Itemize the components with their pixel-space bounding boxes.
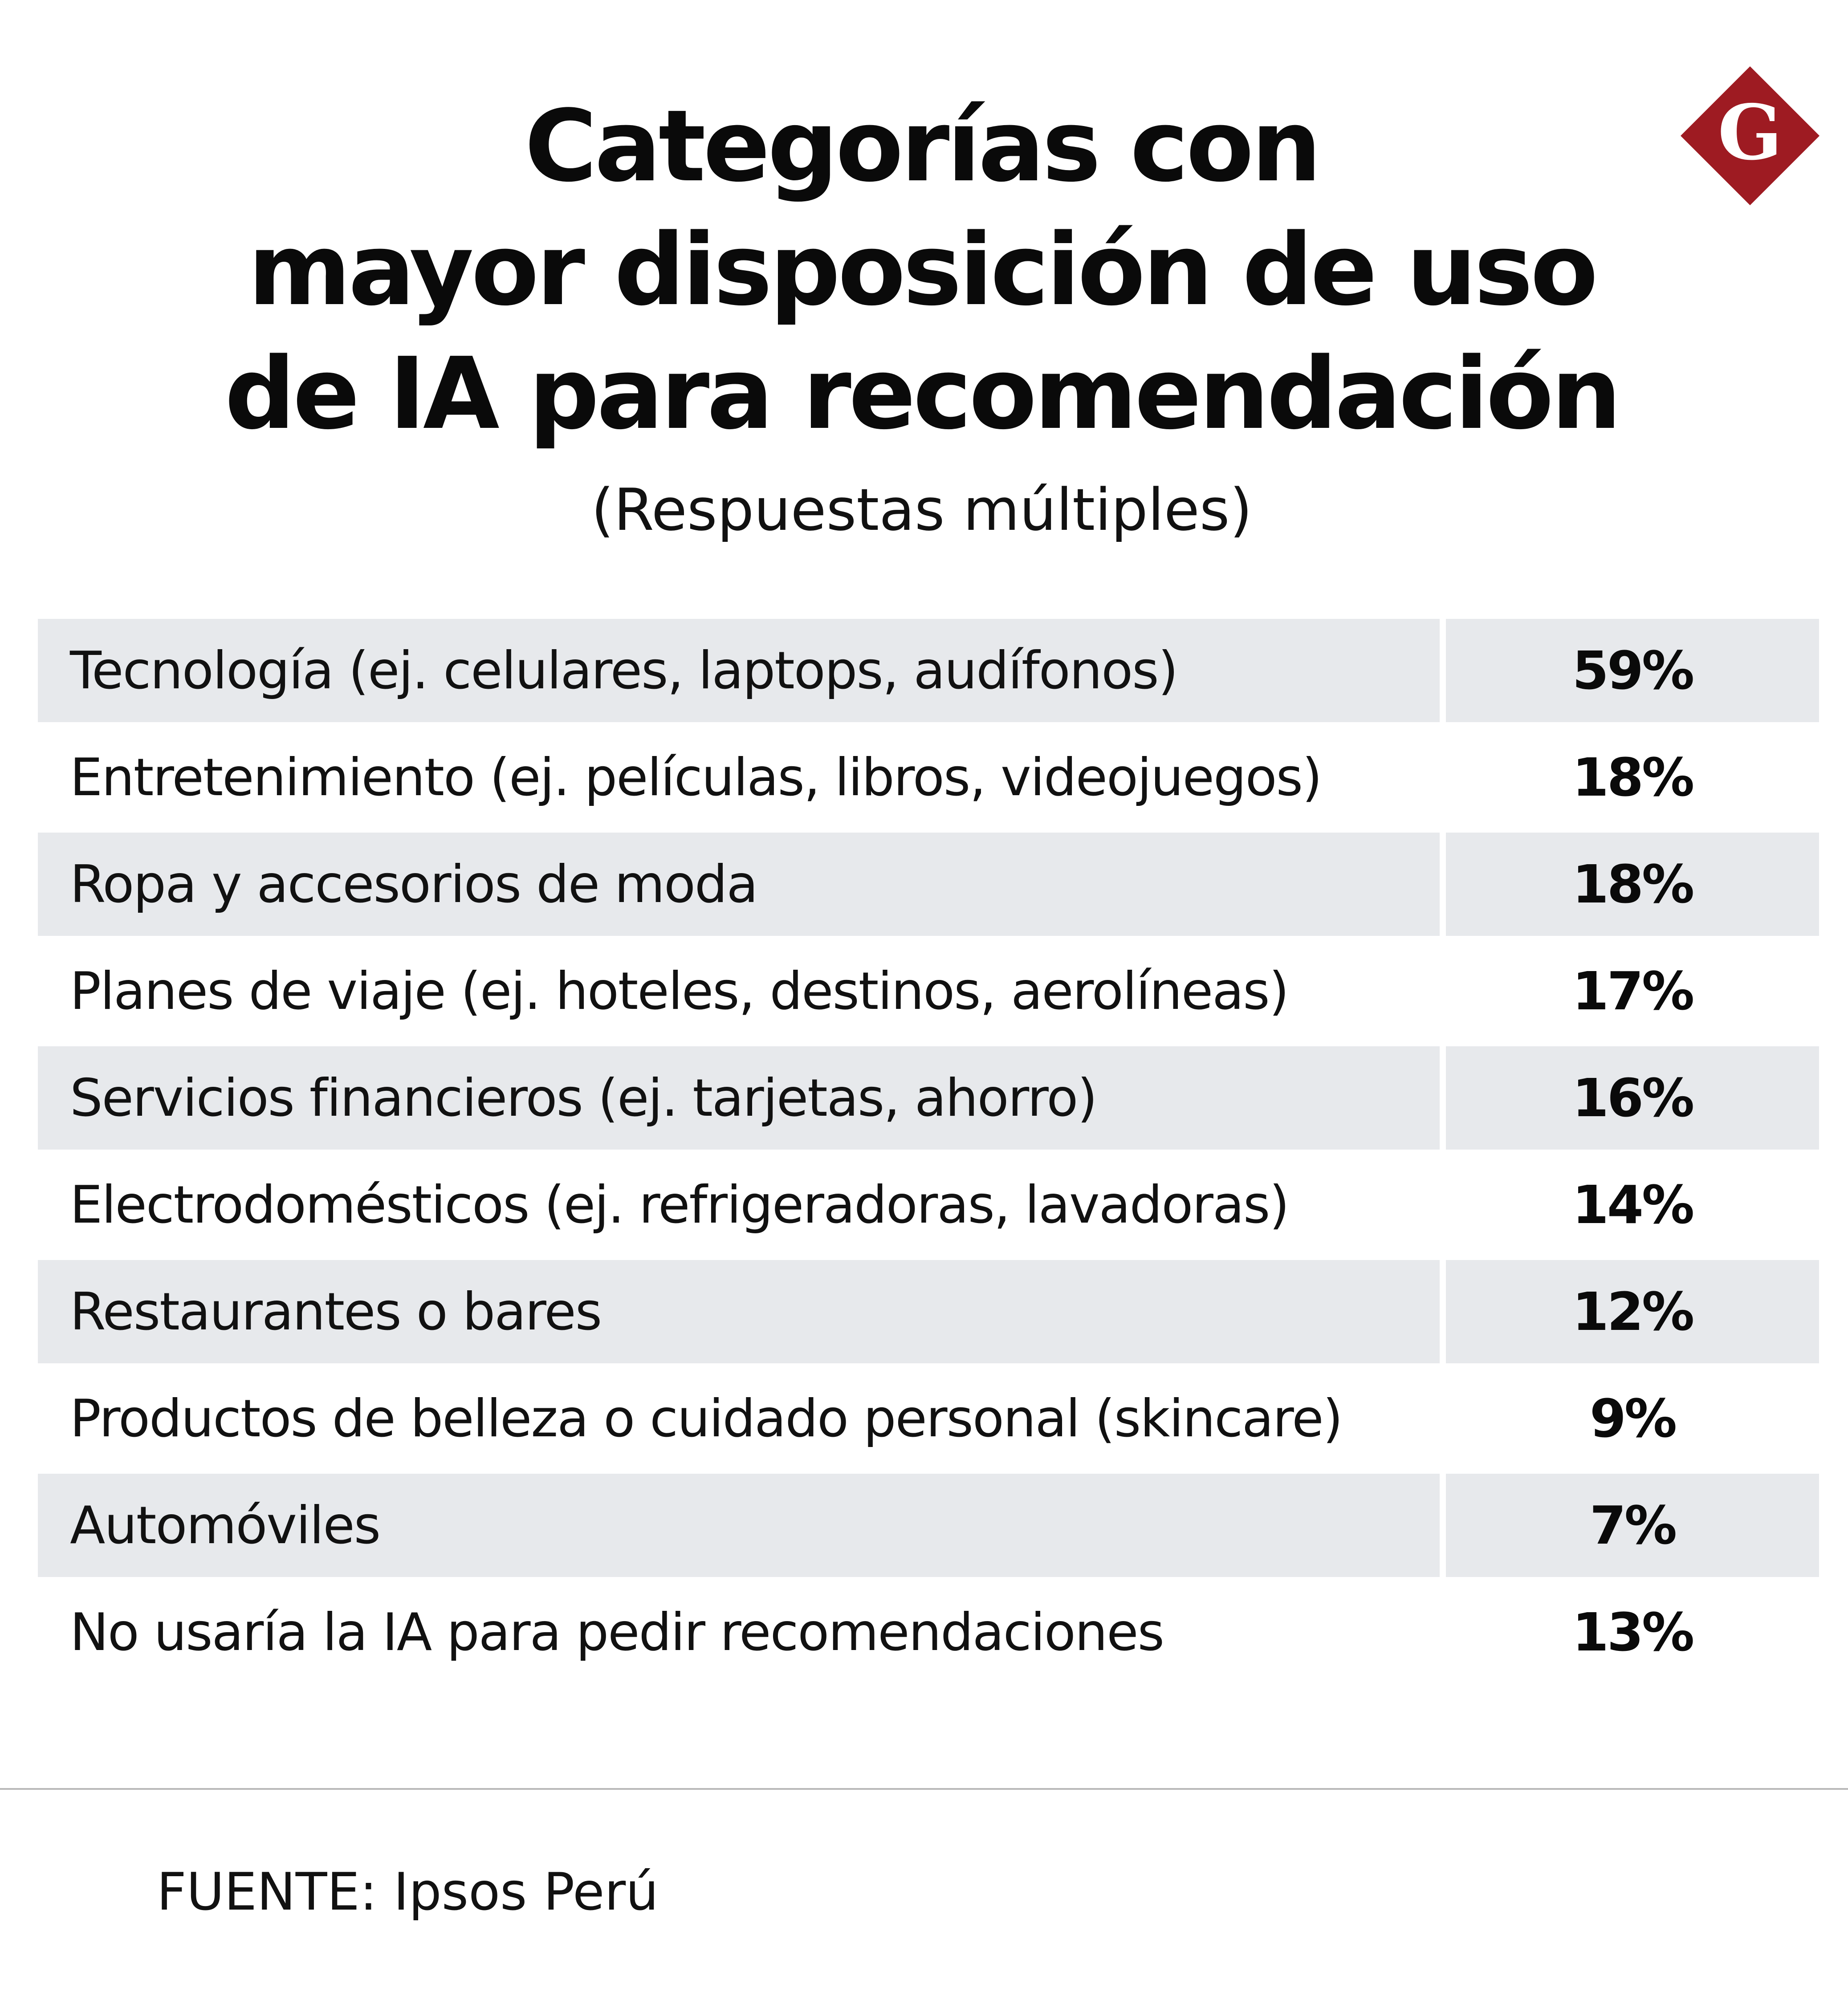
row-value: 18% xyxy=(1446,833,1819,936)
chart-subtitle: (Respuestas múltiples) xyxy=(591,476,1253,544)
table-row: Restaurantes o bares 12% xyxy=(38,1260,1819,1367)
table-row: Tecnología (ej. celulares, laptops, audí… xyxy=(38,619,1819,726)
chart-title: Categorías con mayor disposición de uso … xyxy=(223,85,1622,456)
data-table: Tecnología (ej. celulares, laptops, audí… xyxy=(38,619,1819,1687)
footer-divider xyxy=(0,1788,1848,1790)
table-row: Servicios financieros (ej. tarjetas, aho… xyxy=(38,1046,1819,1153)
row-label: Automóviles xyxy=(38,1474,1440,1577)
title-line-2: mayor disposición de uso xyxy=(248,213,1598,328)
row-value: 17% xyxy=(1572,960,1694,1022)
table-row: Entretenimiento (ej. películas, libros, … xyxy=(38,726,1819,833)
row-label: No usaría la IA para pedir recomendacion… xyxy=(70,1602,1164,1662)
table-row: Electrodomésticos (ej. refrigeradoras, l… xyxy=(38,1153,1819,1260)
row-value: 7% xyxy=(1446,1474,1819,1577)
row-label: Planes de viaje (ej. hoteles, destinos, … xyxy=(70,961,1289,1021)
table-row: No usaría la IA para pedir recomendacion… xyxy=(38,1581,1819,1687)
row-label: Servicios financieros (ej. tarjetas, aho… xyxy=(38,1046,1440,1150)
table-row: Planes de viaje (ej. hoteles, destinos, … xyxy=(38,939,1819,1046)
row-label: Entretenimiento (ej. películas, libros, … xyxy=(70,747,1322,808)
title-line-1: Categorías con xyxy=(525,89,1322,204)
row-value: 9% xyxy=(1589,1388,1677,1449)
row-label: Productos de belleza o cuidado personal … xyxy=(70,1388,1343,1449)
publisher-logo: G xyxy=(1679,65,1821,207)
table-row: Productos de belleza o cuidado personal … xyxy=(38,1367,1819,1474)
logo-letter: G xyxy=(1718,88,1782,177)
title-line-3: de IA para recomendación xyxy=(224,337,1622,451)
row-label: Tecnología (ej. celulares, laptops, audí… xyxy=(38,619,1440,722)
source-note: FUENTE: Ipsos Perú xyxy=(157,1862,659,1922)
row-label: Ropa y accesorios de moda xyxy=(38,833,1440,936)
row-value: 12% xyxy=(1446,1260,1819,1363)
row-value: 14% xyxy=(1572,1174,1694,1236)
row-label: Electrodomésticos (ej. refrigeradoras, l… xyxy=(70,1175,1290,1235)
row-value: 16% xyxy=(1446,1046,1819,1150)
row-value: 59% xyxy=(1446,619,1819,722)
table-row: Ropa y accesorios de moda 18% xyxy=(38,833,1819,939)
logo-diamond-icon: G xyxy=(1681,66,1820,205)
row-label: Restaurantes o bares xyxy=(38,1260,1440,1363)
table-row: Automóviles 7% xyxy=(38,1474,1819,1581)
row-value: 13% xyxy=(1572,1601,1694,1663)
row-value: 18% xyxy=(1572,747,1694,808)
